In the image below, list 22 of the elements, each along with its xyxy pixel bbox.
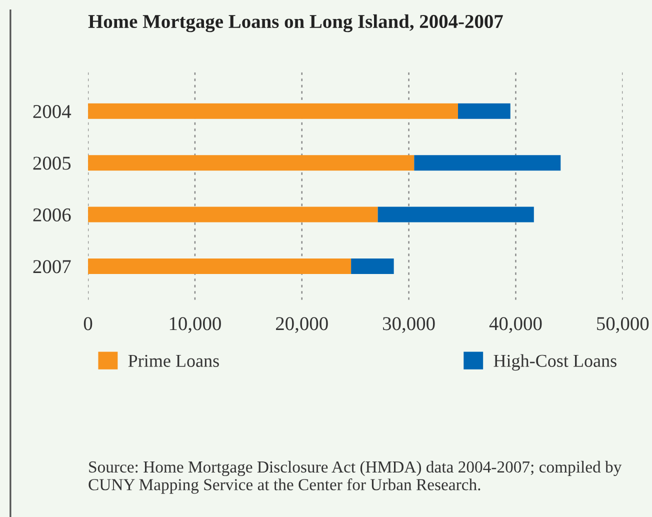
chart-title: Home Mortgage Loans on Long Island, 2004-2007 [88, 14, 503, 32]
source-note: Source: Home Mortgage Disclosure Act (HMDA) data 2004-2007; compiled by CUNY Mapping Service at the Center for Urban Research. [88, 460, 622, 494]
bar [88, 155, 414, 171]
bar [378, 206, 534, 222]
bar [414, 155, 561, 171]
legend-label: Prime Loans [128, 354, 219, 367]
x-tick-label: 0 [84, 317, 92, 330]
y-tick-label: 2005 [33, 156, 71, 170]
x-tick-label: 20,000 [276, 317, 328, 334]
bar [88, 103, 458, 119]
y-tick-label: 2006 [33, 208, 71, 222]
bar [458, 103, 510, 119]
x-tick-label: 40,000 [489, 317, 542, 334]
legend-label: High-Cost Loans [494, 354, 616, 371]
bar [351, 258, 394, 274]
bar [88, 206, 378, 222]
x-tick-label: 10,000 [170, 317, 221, 334]
y-tick-label: 2007 [33, 260, 71, 274]
x-tick-label: 50,000 [597, 317, 649, 334]
x-tick-label: 30,000 [383, 317, 435, 334]
bar [88, 258, 352, 274]
y-tick-label: 2004 [33, 104, 72, 118]
